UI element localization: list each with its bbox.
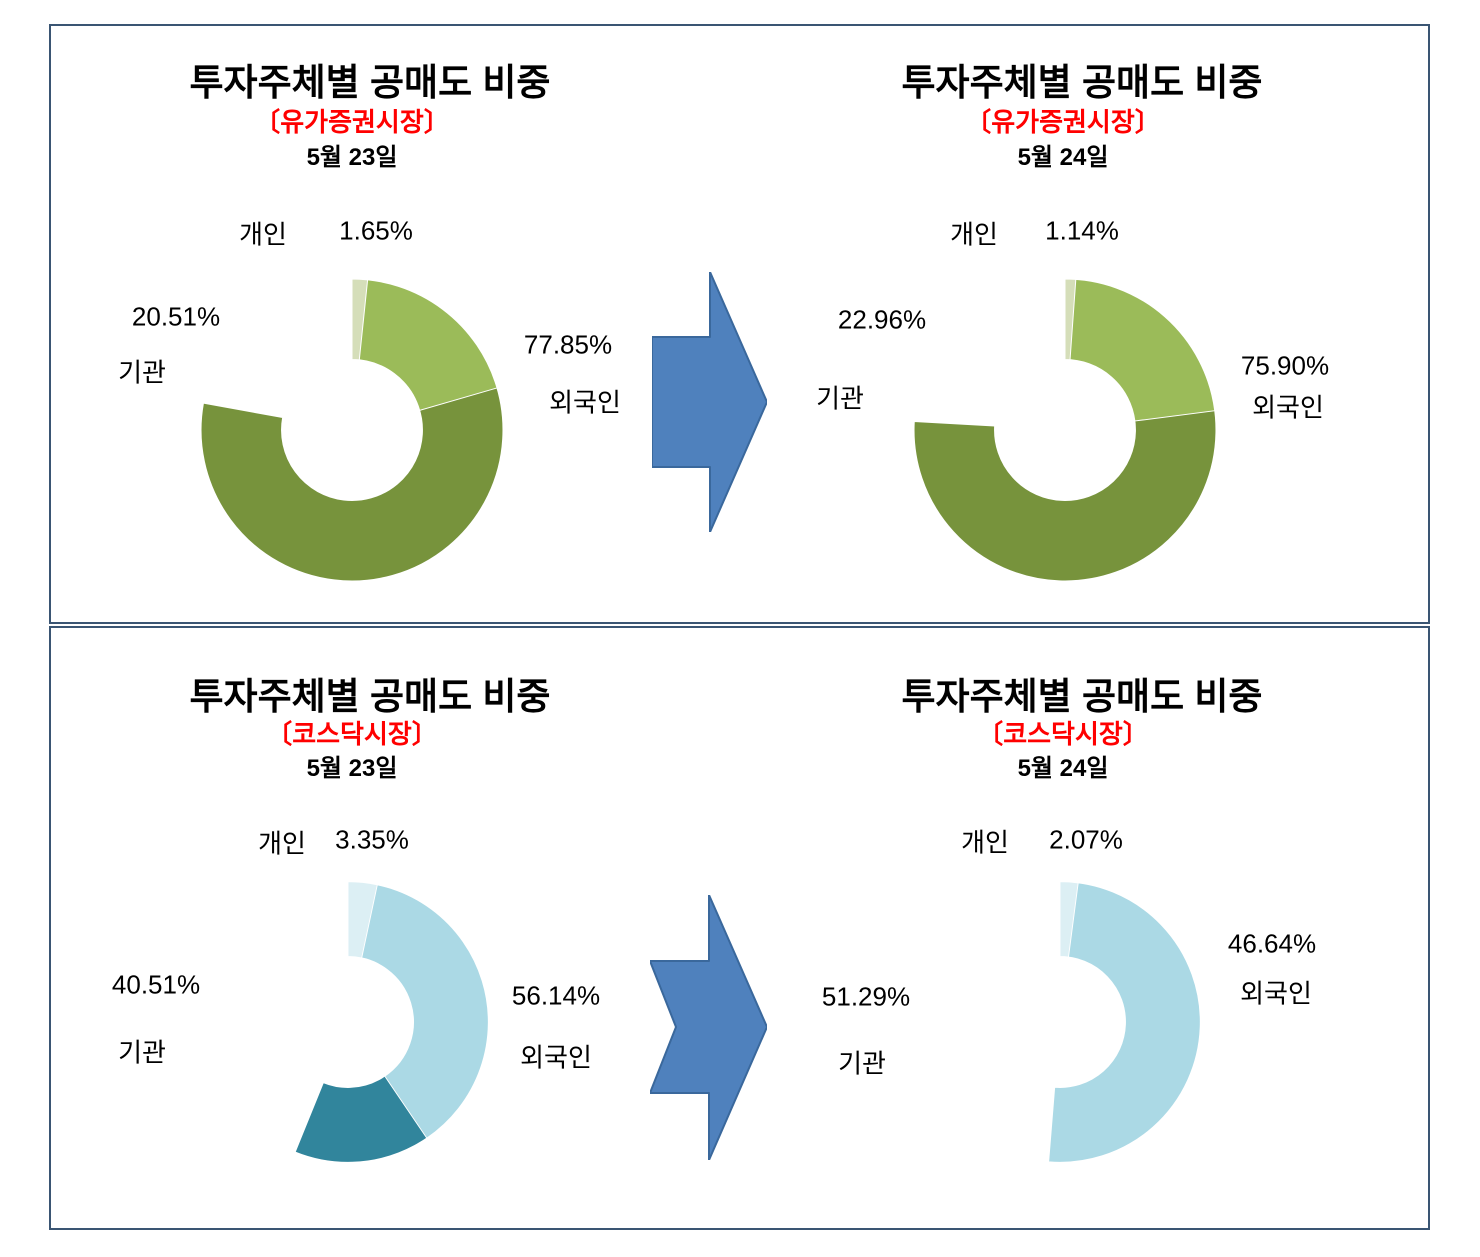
slice-value-foreigner: 46.64% [1227,928,1317,959]
arrow-right-shape [652,272,767,532]
chart-date: 5월 24일 [1017,755,1109,782]
slice-label-institution: 기관 [838,1048,886,1079]
chart-title: 투자주체별 공매도 비중 [189,62,551,103]
donut-slice-institution [347,881,489,1139]
donut-chart-kosdaq-may23 [294,881,489,1163]
panel-kosdaq [49,626,1430,1230]
chart-title: 투자주체별 공매도 비중 [901,676,1263,717]
donut-slice-institution [1064,278,1216,422]
slice-value-foreigner: 75.90% [1240,350,1330,381]
arrow-right-shape [650,895,767,1160]
slice-label-individual: 개인 [258,828,306,859]
slice-label-foreigner: 외국인 [1240,978,1312,1009]
chart-market-label: 〔유가증권시장〕 [965,107,1161,137]
donut-slice-institution [351,278,498,411]
slice-value-foreigner: 77.85% [523,329,613,360]
donut-chart-kosdaq-may24 [1048,881,1201,1163]
slice-value-institution: 22.96% [837,304,927,335]
chart-title: 투자주체별 공매도 비중 [189,676,551,717]
slice-label-foreigner: 외국인 [549,387,621,418]
slice-value-individual: 1.14% [1045,215,1119,246]
donut-chart-kospi-may24 [913,278,1217,582]
chart-title: 투자주체별 공매도 비중 [901,62,1263,103]
slice-label-individual: 개인 [950,219,998,250]
chart-date: 5월 23일 [306,755,398,782]
chart-market-label: 〔코스닥시장〕 [977,719,1149,749]
slice-value-institution: 20.51% [131,301,221,332]
slice-value-individual: 3.35% [335,824,409,855]
slice-label-individual: 개인 [239,219,287,250]
slice-value-institution: 40.51% [111,969,201,1000]
donut-slice-individual [351,278,369,361]
slice-value-foreigner: 56.14% [511,980,601,1011]
slice-value-institution: 51.29% [821,981,911,1012]
chart-date: 5월 24일 [1017,144,1109,171]
slice-label-institution: 기관 [118,1037,166,1068]
donut-slice-individual [347,881,378,959]
chart-date: 5월 23일 [306,144,398,171]
slice-value-individual: 1.65% [339,215,413,246]
chart-market-label: 〔코스닥시장〕 [266,719,438,749]
slice-label-institution: 기관 [118,357,166,388]
arrow-right-icon [650,895,767,1160]
slice-label-institution: 기관 [816,383,864,414]
slice-label-foreigner: 외국인 [520,1042,592,1073]
donut-chart-kospi-may23 [200,278,504,582]
donut-slice-individual [1064,278,1077,361]
donut-slice-institution [1048,881,1201,1163]
chart-market-label: 〔유가증권시장〕 [254,107,450,137]
slice-value-individual: 2.07% [1049,824,1123,855]
donut-slice-individual [1059,881,1079,958]
slice-label-foreigner: 외국인 [1252,392,1324,423]
slice-label-individual: 개인 [961,827,1009,858]
arrow-right-icon [652,272,767,532]
